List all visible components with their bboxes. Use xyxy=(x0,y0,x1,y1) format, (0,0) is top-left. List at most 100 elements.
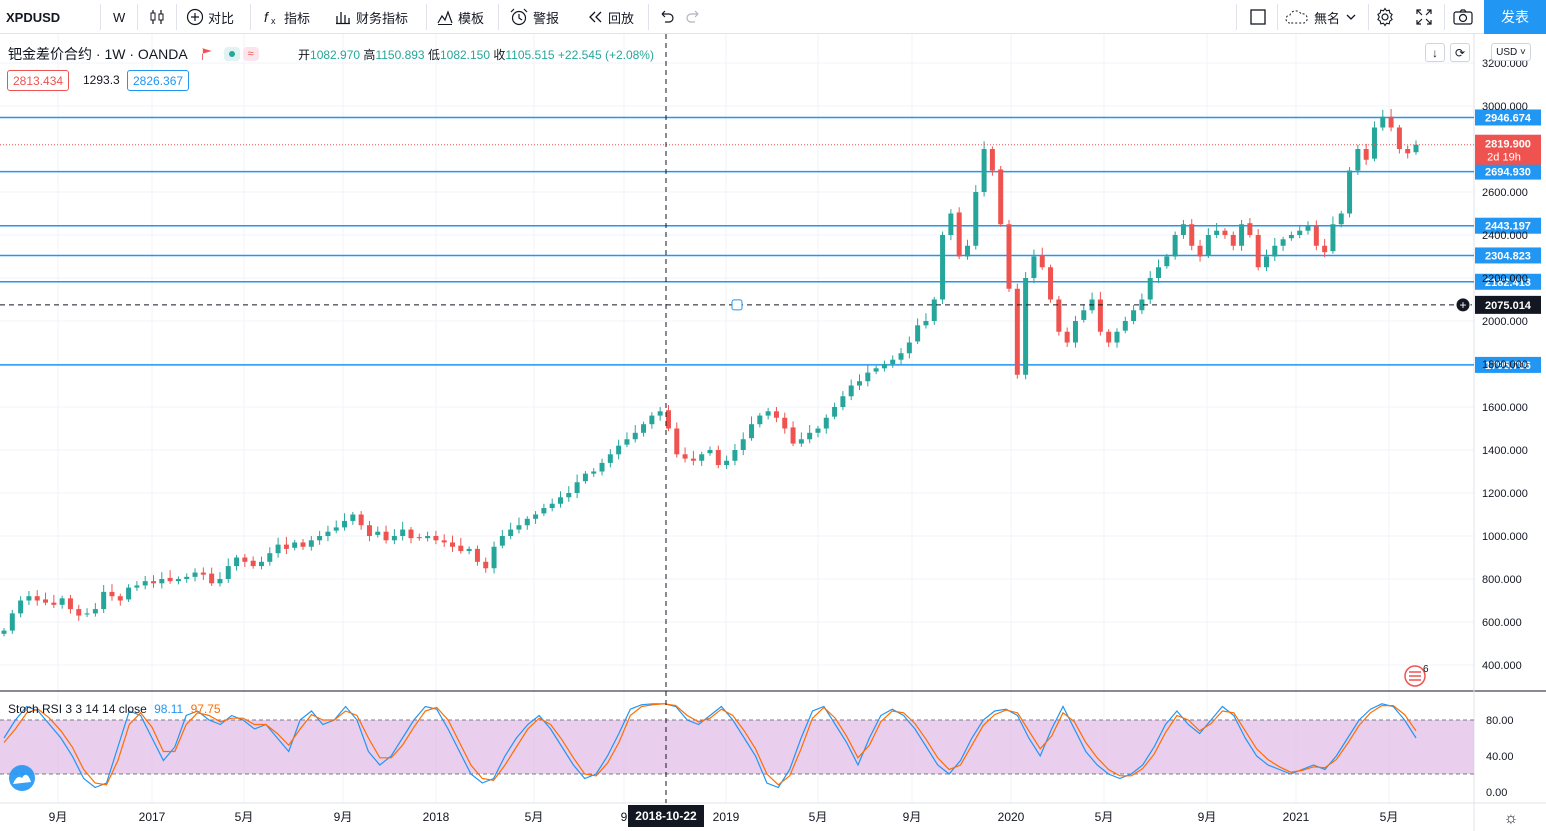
financials-button[interactable]: 财务指标 xyxy=(334,0,408,34)
candle-body xyxy=(1255,235,1261,268)
candle-body xyxy=(1214,230,1220,235)
rewind-icon xyxy=(589,11,602,23)
candle-body xyxy=(840,396,846,407)
wave-pill-icon[interactable]: ≈ xyxy=(242,47,259,61)
price-tick-label: 2000.000 xyxy=(1482,316,1528,328)
level-label: 1795.786 xyxy=(1485,360,1531,372)
candle-body xyxy=(1272,245,1278,257)
candle-body xyxy=(283,544,289,549)
time-tick-label: 9 xyxy=(621,810,628,824)
time-tick-label: 2018 xyxy=(423,810,450,824)
candle-body xyxy=(1280,239,1286,246)
candle-body xyxy=(624,439,630,445)
candle-body xyxy=(142,581,148,586)
fullscreen-button[interactable] xyxy=(1415,0,1433,34)
candle-body xyxy=(1097,299,1103,332)
candle-body xyxy=(1147,278,1153,300)
toolbar-divider xyxy=(1236,4,1237,30)
candle-body xyxy=(815,428,821,433)
price-axis[interactable]: 400.000 600.000 800.000 1000.000 1200.000 140… xyxy=(0,34,1546,831)
candle-body xyxy=(9,613,15,631)
candle-body xyxy=(200,572,206,575)
candle-body xyxy=(1322,245,1328,253)
market-closed-icon xyxy=(201,48,212,60)
square-icon xyxy=(1250,9,1266,25)
candle-body xyxy=(258,561,264,567)
time-tick-label: 2021 xyxy=(1283,810,1310,824)
redo-button[interactable] xyxy=(684,0,704,34)
candle-body xyxy=(1363,149,1369,160)
candle-body xyxy=(566,493,572,498)
candle-body xyxy=(773,411,779,418)
buy-price-button[interactable]: 2826.367 xyxy=(127,70,190,91)
candle-body xyxy=(159,579,165,584)
candle-body xyxy=(383,531,389,541)
time-tick-label: 5月 xyxy=(525,810,544,824)
publish-button[interactable]: 发表 xyxy=(1484,0,1546,34)
time-tick-label: 5月 xyxy=(809,810,828,824)
templates-button[interactable]: 模板 xyxy=(436,0,484,34)
scroll-down-button[interactable]: ↓ xyxy=(1425,43,1445,62)
candle-body xyxy=(632,432,638,440)
currency-selector[interactable]: USD ˅ xyxy=(1491,43,1531,61)
high-value: 1150.893 xyxy=(375,48,425,62)
settings-button[interactable] xyxy=(1375,0,1395,34)
candle-body xyxy=(1263,256,1269,268)
layout-name-button[interactable]: 無名 xyxy=(1284,0,1358,34)
chart-grid xyxy=(0,34,1546,831)
candle-body xyxy=(1305,226,1311,231)
candle-body xyxy=(940,235,946,300)
reset-scale-button[interactable]: ⟳ xyxy=(1450,43,1470,62)
candle-body xyxy=(1222,230,1228,235)
symbol-search-button[interactable]: XPDUSD xyxy=(6,0,60,34)
candle-body xyxy=(67,598,73,610)
sell-price-button[interactable]: 2813.434 xyxy=(7,70,70,91)
interval-button[interactable]: W xyxy=(113,0,125,34)
candle-body xyxy=(898,353,904,360)
price-tick-label: 3200.000 xyxy=(1482,58,1528,70)
price-tick-label: 800.000 xyxy=(1482,574,1522,586)
undo-button[interactable] xyxy=(656,0,676,34)
candle-body xyxy=(674,428,680,455)
candle-body xyxy=(92,609,98,614)
redo-icon xyxy=(686,10,699,23)
candle-body xyxy=(931,299,937,321)
replay-button[interactable]: 回放 xyxy=(586,0,634,34)
compare-button[interactable]: 对比 xyxy=(186,0,234,34)
candle-body xyxy=(865,372,871,382)
candle-body xyxy=(292,542,298,548)
dot-pill-icon[interactable] xyxy=(223,47,240,61)
price-tick-label: 1600.000 xyxy=(1482,402,1528,414)
toolbar-divider xyxy=(1277,4,1278,30)
candle-body xyxy=(275,544,281,554)
toolbar-divider xyxy=(498,4,499,30)
stoch-label: Stoch RSI 3 3 14 14 close xyxy=(8,702,147,716)
select-layout-button[interactable] xyxy=(1249,0,1267,34)
candle-body xyxy=(508,529,514,536)
candle-body xyxy=(84,613,90,615)
candle-body xyxy=(1197,245,1203,257)
candle-body xyxy=(807,432,813,440)
ohlc-values: 开1082.970 高1150.893 低1082.150 收1105.515 … xyxy=(298,46,654,63)
stoch-tick-label: 40.00 xyxy=(1486,751,1514,763)
alert-button[interactable]: 警报 xyxy=(509,0,559,34)
time-axis[interactable]: 9月 2017 5月 9月 2018 5月 9 2019 5月 9月 2020 5月 9月 2021 5月 2… xyxy=(49,34,1519,827)
candle-body xyxy=(425,536,431,539)
level-label: 2443.197 xyxy=(1485,221,1531,233)
level-label: 2304.823 xyxy=(1485,250,1531,262)
price-chart[interactable]: 2946.674 2694.930 2443.197 2304.823 2182.413… xyxy=(0,34,1546,831)
toolbar-divider xyxy=(1368,4,1369,30)
candle-body xyxy=(109,591,115,597)
snapshot-button[interactable] xyxy=(1452,0,1474,34)
replay-label: 回放 xyxy=(608,10,635,26)
chart-type-button[interactable] xyxy=(148,0,166,34)
candle-body xyxy=(43,599,49,603)
candle-body xyxy=(989,149,995,171)
candle-body xyxy=(366,525,372,536)
sun-icon: ☼ xyxy=(1504,810,1519,827)
candle-body xyxy=(973,192,979,246)
candle-body xyxy=(325,531,331,536)
